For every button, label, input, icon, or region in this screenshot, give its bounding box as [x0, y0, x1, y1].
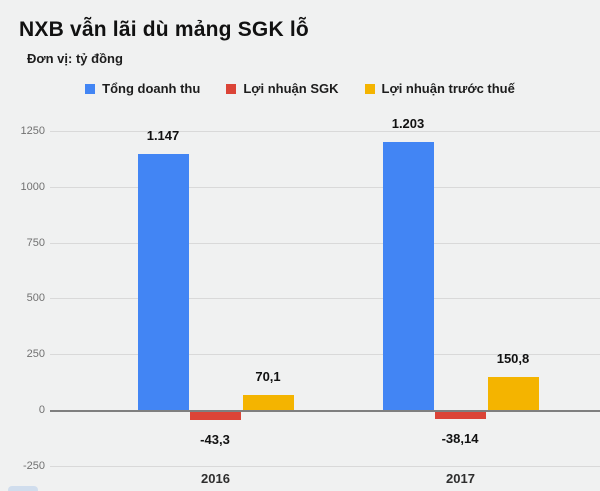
gridline [50, 354, 600, 356]
y-axis-tick-label: -250 [22, 459, 45, 472]
legend-label-revenue: Tổng doanh thu [102, 81, 201, 96]
y-axis-tick-label: 750 [26, 236, 45, 249]
bar-sgk-2017 [434, 410, 486, 419]
legend-item-pretax[interactable]: Lợi nhuận trước thuế [364, 81, 515, 96]
y-axis-tick-label: 1250 [20, 125, 45, 137]
bar-sgk-2016 [189, 410, 241, 421]
gridline [50, 242, 600, 244]
x-axis-category-label: 2017 [446, 471, 475, 486]
value-label: 1.203 [391, 115, 425, 131]
value-label: -43,3 [200, 432, 230, 448]
watermark [8, 486, 38, 491]
sgk-swatch-icon [226, 83, 237, 94]
value-label: 1.147 [146, 128, 180, 144]
bar-pretax-2016 [242, 394, 294, 411]
y-axis-tick-label: 0 [38, 404, 45, 416]
legend-item-revenue[interactable]: Tổng doanh thu [85, 81, 200, 96]
legend-label-pretax: Lợi nhuận trước thuế [381, 81, 515, 96]
x-axis-category-label: 2016 [201, 471, 230, 486]
y-axis-tick-label: 250 [26, 348, 45, 361]
y-axis-tick-label: 500 [26, 292, 45, 305]
gridline [50, 186, 600, 188]
legend-label-sgk: Lợi nhuận SGK [243, 81, 339, 96]
value-label: 70,1 [255, 368, 281, 384]
chart-title: NXB vẫn lãi dù mảng SGK lỗ [19, 18, 309, 41]
zero-axis-line [50, 409, 600, 412]
gridline [50, 131, 600, 132]
legend-item-sgk[interactable]: Lợi nhuận SGK [226, 81, 339, 96]
pretax-swatch-icon [364, 83, 375, 94]
value-label: 150,8 [496, 350, 530, 366]
gridline [50, 465, 600, 467]
y-axis-tick-label: 1000 [20, 180, 45, 193]
bar-revenue-2016 [137, 154, 189, 411]
revenue-swatch-icon [85, 83, 96, 94]
bar-pretax-2017 [487, 376, 539, 411]
value-label: -38,14 [441, 431, 479, 446]
legend: Tổng doanh thu Lợi nhuận SGK Lợi nhuận t… [0, 81, 600, 96]
gridline [50, 298, 600, 300]
bar-revenue-2017 [382, 141, 434, 411]
chart-subtitle: Đơn vị: tỷ đồng [27, 51, 123, 66]
